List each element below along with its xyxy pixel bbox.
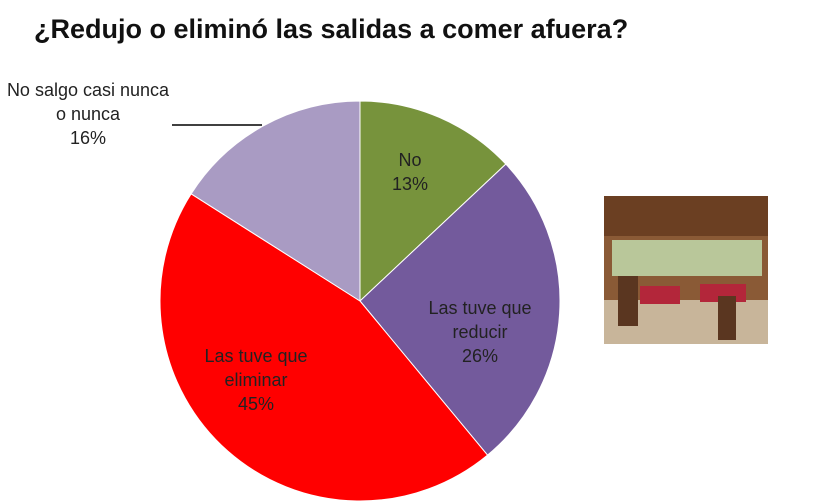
value-label: 26% xyxy=(461,346,499,366)
pie-slice xyxy=(359,163,561,456)
pie-slice xyxy=(159,193,489,502)
slice-label: Las tuve que reducir 26% xyxy=(400,296,560,368)
category-label: No xyxy=(398,150,422,170)
chart-title: ¿Redujo o eliminó las salidas a comer af… xyxy=(34,14,629,44)
value-label: 13% xyxy=(391,174,429,194)
category-label: Las tuve que eliminar xyxy=(204,346,308,390)
value-label: 45% xyxy=(237,394,275,414)
category-label: Las tuve que reducir xyxy=(428,298,532,342)
pie-slice xyxy=(359,100,507,303)
slice-label: No 13% xyxy=(370,148,450,196)
slice-label: No salgo casi nunca o nunca 16% xyxy=(3,78,173,150)
slice-label: Las tuve que eliminar 45% xyxy=(191,344,321,416)
category-label: No salgo casi nunca o nunca xyxy=(6,80,170,124)
pie-slice xyxy=(190,100,361,302)
photo xyxy=(604,196,768,344)
value-label: 16% xyxy=(69,128,107,148)
